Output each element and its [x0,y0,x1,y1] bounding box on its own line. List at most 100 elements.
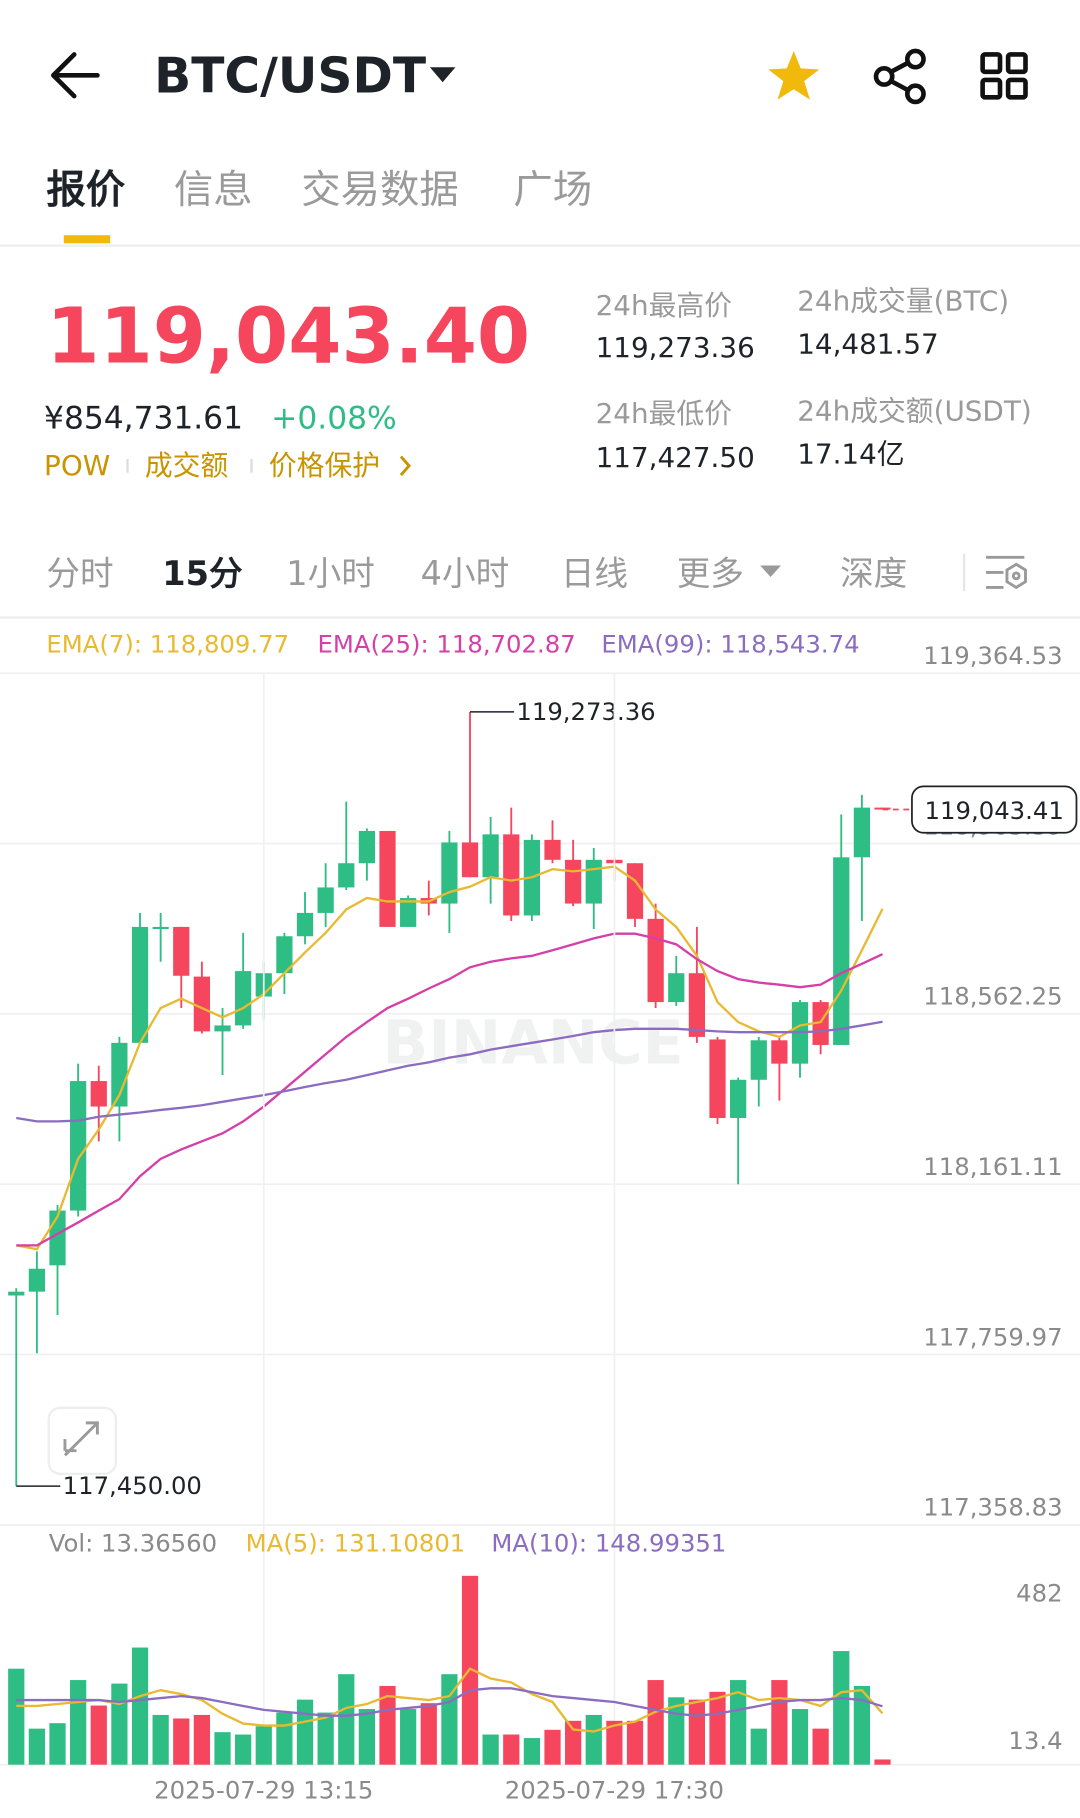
tag[interactable]: POW [44,449,110,482]
volume-bar [358,1709,376,1765]
legend-entry: EMA(99): 118,543.74 [601,629,859,658]
stat-value: 119,273.36 [596,331,755,364]
share-button[interactable] [873,48,926,105]
candle-body [358,830,376,864]
candle-body [461,842,479,878]
candle-body [482,834,499,878]
volume-bar [585,1714,602,1765]
volume-bar [90,1705,107,1765]
candle-body [585,859,602,904]
legend-entry: EMA(7): 118,809.77 [46,629,289,658]
stat-label: 24h最高价 [596,289,732,322]
cny-price: ¥854,731.61 [44,401,243,437]
volume-bar [647,1680,664,1765]
stat-value: 17.14亿 [797,437,904,470]
last-price-label: 119,043.41 [925,796,1064,825]
volume-bar [131,1647,149,1765]
candle-body [338,863,355,888]
interval[interactable]: 4小时 [421,554,510,593]
grid-menu[interactable] [980,52,1028,100]
volume-bar [750,1728,767,1765]
y-tick-label: 118,562.25 [923,982,1062,1011]
interval[interactable]: 1小时 [286,554,375,593]
y-tick-label: 117,358.83 [923,1493,1062,1522]
tag[interactable]: 价格保护 [269,449,380,482]
candle-body [400,898,417,927]
volume-bar [70,1680,87,1765]
price-change: +0.08% [271,401,397,437]
stat-label: 24h最低价 [596,397,732,430]
candle-body [565,859,582,904]
low-label: 117,450.00 [63,1471,202,1500]
high-label: 119,273.36 [516,697,655,726]
back-button[interactable] [51,52,100,99]
volume-bar [544,1729,561,1765]
y-tick-label: 13.4 [1008,1726,1062,1755]
tab[interactable]: 交易数据 [301,167,459,213]
legend-entry: MA(5): 131.10801 [246,1528,466,1557]
stat-label: 24h成交量(BTC) [797,285,1009,318]
candle-body [28,1268,46,1292]
volume-bar [111,1683,128,1765]
volume-bar [8,1668,25,1765]
volume-bar [28,1728,46,1765]
interval[interactable]: 更多 [677,554,744,593]
volume-bar [173,1718,190,1765]
volume-bar [296,1699,314,1765]
volume-bar [874,1759,891,1765]
candle-body [193,976,211,1032]
candle-body [8,1291,25,1296]
candle-body [441,842,458,904]
volume-bar [338,1674,355,1765]
volume-bar [49,1723,66,1765]
ema-line [16,932,884,1247]
candle-body [70,1081,87,1211]
candle-body [131,926,149,1043]
separator [126,458,129,473]
chevron[interactable] [399,455,411,477]
volume-bar [730,1680,747,1765]
last-price: 119,043.40 [46,293,530,382]
tab[interactable]: 报价 [46,167,125,213]
volume-bar [791,1709,809,1765]
volume-bar [214,1732,231,1765]
candle-body [874,807,891,810]
volume-bar [709,1691,726,1765]
chart-settings[interactable] [986,555,1027,590]
more-dropdown[interactable] [760,565,782,578]
expand-button[interactable] [47,1406,118,1476]
candle-body [296,912,314,937]
candle-body [544,839,561,860]
candle-body [647,918,664,1003]
volume-bar [420,1703,437,1765]
volume-bar [688,1699,705,1765]
last-price-box [911,785,1078,834]
candle-body [173,926,190,976]
y-tick-label: 118,161.11 [923,1152,1062,1181]
interval[interactable]: 15分 [162,554,243,593]
interval[interactable]: 深度 [840,554,907,593]
pair-title[interactable]: BTC/USDT [154,49,426,105]
favorite-star[interactable] [768,50,820,100]
tab[interactable]: 信息 [174,167,253,213]
volume-bar [317,1712,334,1765]
volume-bar [523,1738,540,1765]
interval[interactable]: 分时 [46,554,113,593]
volume-bar [152,1714,169,1765]
separator [250,458,253,473]
x-tick-label: 2025-07-29 13:15 [154,1775,373,1804]
volume-bar [400,1709,417,1765]
volume-bar [482,1734,499,1765]
tag[interactable]: 成交额 [145,449,229,482]
y-tick-label: 117,759.97 [923,1322,1062,1351]
pair-dropdown[interactable] [429,67,456,83]
interval[interactable]: 日线 [561,554,628,593]
kline-chart: 119,364.53118,963.39118,562.25118,161.11… [0,629,1080,1804]
ema-line [16,1020,883,1123]
stat-label: 24h成交额(USDT) [797,395,1031,428]
volume-bar [606,1720,623,1765]
tab-indicator [63,235,111,244]
tab[interactable]: 广场 [513,167,592,213]
volume-bar [379,1685,396,1765]
